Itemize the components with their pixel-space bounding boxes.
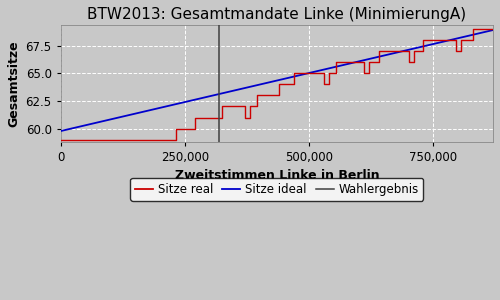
Legend: Sitze real, Sitze ideal, Wahlergebnis: Sitze real, Sitze ideal, Wahlergebnis <box>130 178 423 201</box>
X-axis label: Zweitstimmen Linke in Berlin: Zweitstimmen Linke in Berlin <box>174 169 379 182</box>
Y-axis label: Gesamtsitze: Gesamtsitze <box>7 40 20 127</box>
Title: BTW2013: Gesamtmandate Linke (MinimierungA): BTW2013: Gesamtmandate Linke (Minimierun… <box>88 7 466 22</box>
